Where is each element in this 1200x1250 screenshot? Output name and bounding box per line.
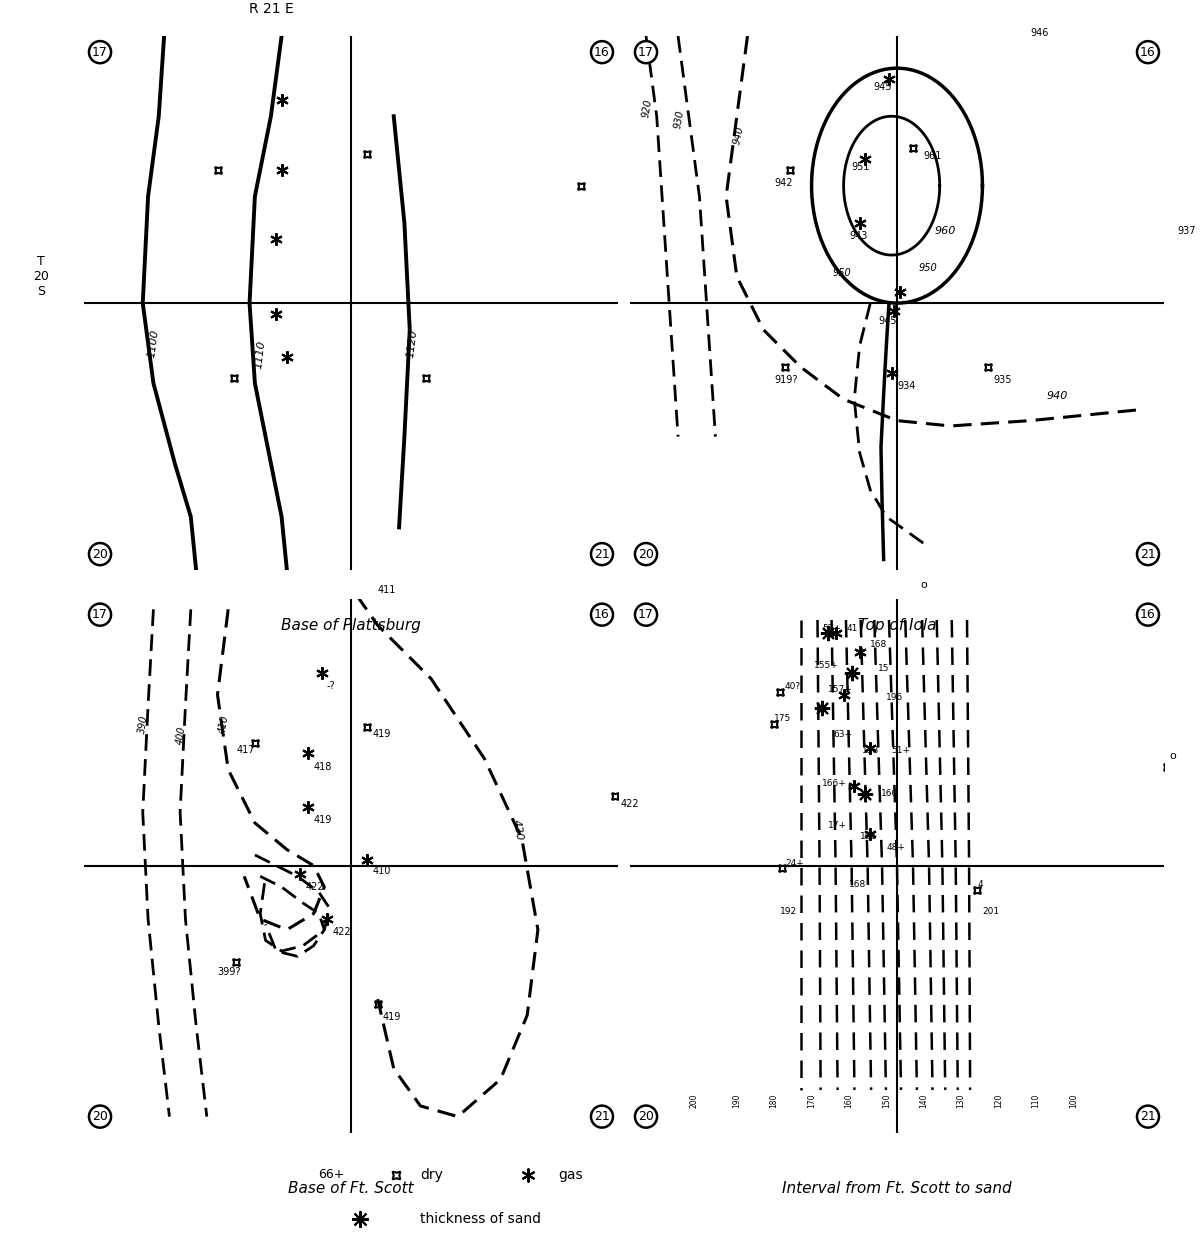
Text: 24+: 24+ — [785, 859, 804, 868]
Text: Base of Ft. Scott: Base of Ft. Scott — [288, 1181, 414, 1196]
Text: 41: 41 — [846, 624, 858, 632]
Text: 950: 950 — [918, 262, 937, 272]
Text: 946: 946 — [1031, 28, 1049, 38]
Text: 157+: 157+ — [828, 685, 852, 694]
Text: 961: 961 — [924, 151, 942, 161]
Text: 1120: 1120 — [406, 329, 419, 359]
Text: 168: 168 — [870, 640, 888, 649]
Text: 422: 422 — [306, 881, 324, 891]
Text: 945: 945 — [878, 316, 896, 326]
Text: 140: 140 — [919, 1094, 929, 1108]
Text: 200: 200 — [690, 1094, 698, 1108]
Text: T
20
S: T 20 S — [34, 255, 49, 298]
Text: 21: 21 — [594, 1110, 610, 1122]
Text: 21: 21 — [1140, 1110, 1156, 1122]
Text: 160: 160 — [881, 789, 899, 799]
Text: 192: 192 — [780, 906, 797, 916]
Text: 170: 170 — [808, 1094, 816, 1108]
Text: 20: 20 — [638, 1110, 654, 1122]
Text: 168: 168 — [848, 880, 866, 889]
Text: gas: gas — [558, 1168, 583, 1182]
Text: -?: -? — [326, 681, 336, 691]
Text: 410: 410 — [372, 866, 391, 876]
Text: 155+: 155+ — [815, 661, 839, 670]
Text: 422: 422 — [620, 799, 640, 809]
Text: 17: 17 — [92, 609, 108, 621]
Text: 63+: 63+ — [833, 730, 852, 740]
Text: 410: 410 — [217, 714, 232, 734]
Text: 399?: 399? — [217, 968, 241, 978]
Text: 930: 930 — [673, 109, 686, 129]
Text: 420: 420 — [511, 819, 524, 841]
Text: 66+: 66+ — [318, 1169, 344, 1181]
Text: 130: 130 — [956, 1094, 966, 1108]
Text: o: o — [920, 580, 928, 590]
Text: 960: 960 — [935, 226, 955, 236]
Text: thickness of sand: thickness of sand — [420, 1211, 541, 1226]
Text: 17: 17 — [92, 46, 108, 59]
Text: 150: 150 — [882, 1094, 890, 1108]
Text: 418: 418 — [313, 761, 332, 771]
Text: 166: 166 — [859, 832, 877, 841]
Text: 196: 196 — [887, 693, 904, 703]
Text: 411: 411 — [378, 585, 396, 595]
Text: 945: 945 — [872, 81, 892, 91]
Text: 950: 950 — [833, 269, 852, 279]
Text: 20: 20 — [92, 548, 108, 560]
Text: 937: 937 — [1177, 226, 1196, 236]
Text: 160: 160 — [845, 1094, 853, 1108]
Text: 20: 20 — [638, 548, 654, 560]
Text: 17+: 17+ — [828, 821, 846, 830]
Text: 940: 940 — [1046, 391, 1068, 401]
Text: 20: 20 — [92, 1110, 108, 1122]
Text: Interval from Ft. Scott to sand: Interval from Ft. Scott to sand — [782, 1181, 1012, 1196]
Text: 100: 100 — [1069, 1094, 1078, 1108]
Text: 120: 120 — [994, 1094, 1003, 1108]
Text: 943: 943 — [848, 231, 868, 241]
Text: 934: 934 — [898, 380, 916, 390]
Text: 390: 390 — [138, 714, 150, 734]
Text: 21: 21 — [594, 548, 610, 560]
Text: 110: 110 — [1031, 1094, 1040, 1108]
Text: 1100: 1100 — [146, 329, 161, 359]
Text: 201: 201 — [983, 906, 1000, 916]
Text: 935: 935 — [994, 375, 1012, 385]
Text: 158: 158 — [863, 746, 880, 755]
Text: 422: 422 — [332, 928, 350, 938]
Text: 190: 190 — [732, 1094, 742, 1108]
Text: 17: 17 — [638, 609, 654, 621]
Text: 942: 942 — [774, 177, 793, 187]
Text: 419: 419 — [383, 1013, 402, 1022]
Text: 21: 21 — [1140, 548, 1156, 560]
Text: 180: 180 — [769, 1094, 779, 1108]
Text: 16: 16 — [594, 609, 610, 621]
Text: 417: 417 — [236, 745, 254, 755]
Text: 48+: 48+ — [887, 842, 905, 851]
Text: 920: 920 — [641, 98, 654, 119]
Text: 51+: 51+ — [892, 746, 911, 755]
Text: 57+: 57+ — [822, 624, 841, 632]
Text: 419: 419 — [372, 730, 391, 740]
Text: 16: 16 — [1140, 609, 1156, 621]
Text: 16: 16 — [1140, 46, 1156, 59]
Text: 40?: 40? — [785, 682, 800, 691]
Text: Top of Iola: Top of Iola — [858, 619, 936, 634]
Text: 940: 940 — [732, 125, 745, 145]
Text: 1110: 1110 — [253, 340, 266, 369]
Text: o: o — [1169, 751, 1176, 761]
Text: 17: 17 — [638, 46, 654, 59]
Text: 15: 15 — [878, 664, 890, 672]
Text: 919?: 919? — [774, 375, 798, 385]
Text: 951: 951 — [852, 161, 870, 171]
Text: 419: 419 — [313, 815, 332, 825]
Text: 175: 175 — [774, 715, 792, 724]
Text: 166+: 166+ — [822, 779, 847, 788]
Text: 16: 16 — [594, 46, 610, 59]
Text: Base of Plattsburg: Base of Plattsburg — [281, 619, 421, 634]
Text: 400: 400 — [175, 725, 187, 745]
Text: dry: dry — [420, 1168, 443, 1182]
Text: 4: 4 — [977, 880, 983, 889]
Text: R 21 E: R 21 E — [248, 2, 293, 16]
